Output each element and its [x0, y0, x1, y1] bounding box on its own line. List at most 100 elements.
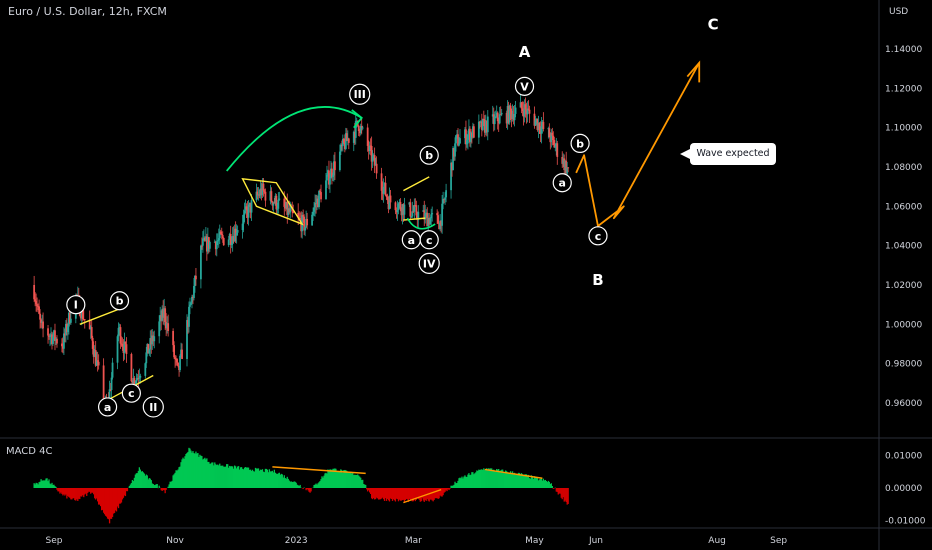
- candle-body: [520, 102, 523, 109]
- candle-body: [161, 308, 164, 321]
- candle-body: [222, 237, 225, 246]
- candle-body: [328, 170, 330, 185]
- candle-body: [318, 191, 320, 208]
- candle-body: [562, 158, 565, 164]
- candle-body: [519, 102, 522, 108]
- candle-body: [274, 195, 277, 203]
- candle-body: [297, 212, 300, 217]
- candle-body: [359, 126, 362, 134]
- candle-body: [313, 207, 315, 212]
- candle-body: [228, 234, 231, 240]
- candle-body: [452, 148, 454, 171]
- candle-body: [332, 175, 334, 178]
- candle-body: [158, 321, 161, 337]
- candle-body: [49, 335, 51, 337]
- candle-body: [470, 132, 472, 142]
- candle-body: [235, 232, 238, 236]
- candle-body: [361, 127, 364, 129]
- macd-axis[interactable]: 0.01000 0.00000 -0.01000: [885, 452, 926, 527]
- candle-body: [505, 112, 508, 124]
- candle-body: [231, 236, 234, 244]
- wave-label-circle: [349, 83, 371, 105]
- candle-body: [534, 120, 537, 126]
- candle-body: [423, 210, 426, 220]
- candle-body: [387, 200, 390, 210]
- candle-body: [453, 148, 455, 157]
- candle-body: [125, 344, 128, 355]
- wave-label-text: a: [104, 401, 111, 414]
- candle-body: [246, 209, 249, 218]
- candle-body: [383, 182, 386, 187]
- candle-body: [102, 365, 105, 403]
- candle-body: [288, 208, 291, 213]
- candle-body: [93, 350, 96, 357]
- candle-body: [64, 333, 66, 336]
- candle-body: [186, 320, 188, 359]
- candle-body: [385, 195, 388, 197]
- candle-body: [567, 167, 570, 169]
- candle-body: [354, 121, 357, 138]
- symbol-title[interactable]: Euro / U.S. Dollar, 12h, FXCM: [8, 5, 167, 18]
- wave-label: I: [66, 295, 86, 315]
- candle-body: [273, 202, 276, 204]
- candle-body: [192, 296, 194, 299]
- candle-body: [299, 217, 302, 220]
- candle-body: [493, 116, 496, 125]
- candle-body: [179, 355, 181, 370]
- price-tick-label: 0.96000: [885, 399, 922, 409]
- candle-body: [178, 366, 180, 370]
- candle-body: [52, 336, 54, 344]
- candle-body: [270, 191, 273, 202]
- candle-body: [403, 204, 406, 215]
- candle-body: [358, 131, 361, 134]
- candle-body: [566, 167, 569, 174]
- candle-body: [523, 104, 526, 117]
- candle-body: [472, 126, 475, 138]
- candle-body: [284, 206, 287, 209]
- candle-body: [303, 216, 306, 231]
- candle-body: [373, 155, 376, 166]
- candle-body: [255, 191, 258, 201]
- candle-body: [400, 209, 403, 216]
- candle-body: [203, 237, 206, 241]
- candle-body: [437, 215, 440, 224]
- candle-body: [326, 174, 328, 181]
- macd-divergence-arrow: [403, 488, 442, 504]
- candle-body: [124, 341, 127, 345]
- candle-body: [467, 134, 469, 140]
- candle-body: [165, 322, 168, 329]
- candle-body: [479, 121, 482, 123]
- projection-arrowhead: [686, 60, 701, 83]
- candle-body: [152, 335, 155, 342]
- candle-body: [550, 132, 553, 143]
- candle-body: [411, 211, 414, 217]
- price-axis[interactable]: 1.14000 1.12000 1.10000 1.08000 1.06000 1.040…: [885, 45, 922, 409]
- macd-indicator-title[interactable]: MACD 4C: [6, 446, 53, 457]
- wave-label: IV: [418, 252, 440, 274]
- candle-body: [202, 237, 205, 239]
- candle-body: [496, 112, 499, 122]
- candle-body: [508, 105, 511, 123]
- wave-label: II: [142, 396, 164, 418]
- candle-body: [346, 138, 349, 141]
- candle-body: [162, 308, 165, 318]
- time-axis[interactable]: Sep Nov 2023 Mar May Jun Aug Sep: [46, 536, 788, 546]
- candle-body: [444, 197, 446, 200]
- candle-body: [375, 163, 378, 174]
- candle-body: [500, 112, 503, 115]
- candle-body: [481, 118, 484, 130]
- candle-body: [145, 352, 148, 364]
- candle-body: [97, 361, 100, 366]
- candle-body: [485, 121, 488, 133]
- candle-body: [64, 323, 67, 336]
- candle-body: [311, 214, 313, 226]
- candle-body: [302, 215, 305, 217]
- candle-body: [132, 378, 135, 384]
- wave-label: a: [97, 397, 118, 417]
- candle-body: [300, 219, 303, 232]
- wave-drawings: [79, 60, 701, 504]
- candle-body: [65, 323, 68, 333]
- time-tick-label: Mar: [405, 536, 422, 546]
- candle-body: [269, 191, 272, 201]
